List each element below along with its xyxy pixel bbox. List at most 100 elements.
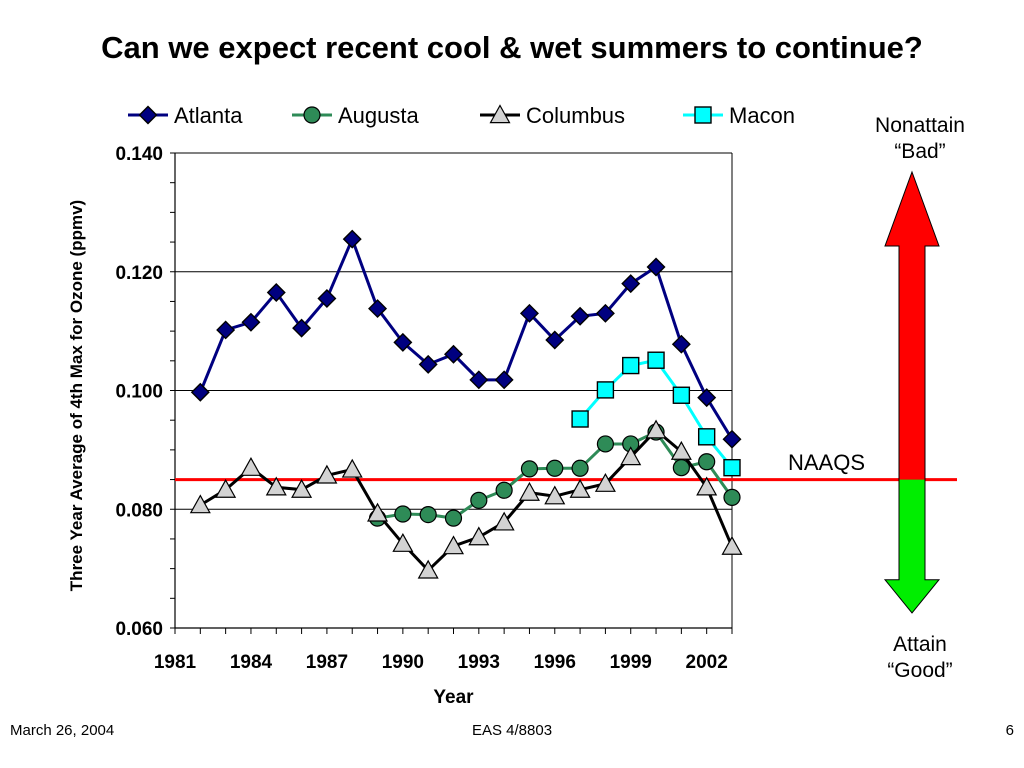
series-columbus xyxy=(189,419,743,579)
attain-label-line1: Attain xyxy=(893,633,947,656)
data-point-augusta xyxy=(698,453,716,471)
data-point-macon xyxy=(596,381,615,399)
data-point-augusta xyxy=(596,435,615,453)
data-point-atlanta xyxy=(444,344,463,364)
legend-marker-augusta xyxy=(303,106,321,124)
x-axis-title: Year xyxy=(433,687,474,708)
series-atlanta xyxy=(190,229,742,449)
legend-item-atlanta: Atlanta xyxy=(128,103,243,128)
y-tick-label: 0.100 xyxy=(115,382,163,403)
x-tick-label: 1984 xyxy=(230,652,273,673)
y-tick-label: 0.060 xyxy=(115,619,163,640)
x-tick-label: 1999 xyxy=(610,652,652,673)
x-tick-label: 2002 xyxy=(686,652,728,673)
arrow-good-half xyxy=(885,479,939,613)
legend-marker-atlanta xyxy=(138,105,158,125)
data-point-columbus xyxy=(696,476,718,496)
data-point-atlanta xyxy=(469,370,489,390)
data-point-columbus xyxy=(493,511,515,531)
nonattain-label: Nonattain “Bad” xyxy=(850,113,990,165)
data-point-macon xyxy=(571,410,589,428)
data-point-atlanta xyxy=(241,312,261,332)
data-point-augusta xyxy=(419,505,437,524)
data-point-atlanta xyxy=(494,370,514,390)
legend-marker-macon xyxy=(694,106,712,124)
data-point-atlanta xyxy=(216,320,236,340)
arrow-outline xyxy=(883,170,941,614)
data-point-columbus xyxy=(189,494,211,514)
y-axis-title: Three Year Average of 4th Max for Ozone … xyxy=(67,200,86,591)
series-macon xyxy=(571,351,741,477)
chart-legend: Atlanta Augusta Columbus Macon xyxy=(128,103,795,128)
data-point-atlanta xyxy=(671,334,691,354)
data-point-columbus xyxy=(594,472,616,492)
data-point-augusta xyxy=(444,509,463,527)
legend-item-augusta: Augusta xyxy=(292,103,419,128)
data-point-augusta xyxy=(546,459,564,477)
data-point-columbus xyxy=(392,532,414,552)
data-point-atlanta xyxy=(317,288,337,308)
data-point-macon xyxy=(622,356,640,375)
data-point-atlanta xyxy=(292,318,312,338)
attain-label: Attain “Good” xyxy=(850,632,990,684)
legend-label-macon: Macon xyxy=(729,103,795,128)
data-point-columbus xyxy=(291,478,313,498)
data-point-columbus xyxy=(468,526,490,546)
data-point-augusta xyxy=(723,488,741,506)
naaqs-label: NAAQS xyxy=(788,450,866,475)
legend-item-columbus: Columbus xyxy=(480,103,625,128)
data-point-columbus xyxy=(367,502,389,522)
legend-item-macon: Macon xyxy=(683,103,795,128)
data-point-columbus xyxy=(215,478,237,498)
data-point-atlanta xyxy=(595,303,615,323)
data-point-atlanta xyxy=(368,299,388,319)
data-point-columbus xyxy=(316,464,338,484)
x-tick-label: 1981 xyxy=(154,652,197,673)
data-point-columbus xyxy=(417,559,439,579)
data-point-augusta xyxy=(470,491,488,509)
y-tick-label: 0.120 xyxy=(115,263,163,284)
data-point-columbus xyxy=(341,458,363,478)
data-point-macon xyxy=(672,386,691,404)
data-point-columbus xyxy=(620,446,642,466)
data-point-columbus xyxy=(442,535,465,555)
data-point-columbus xyxy=(721,535,743,555)
series-augusta xyxy=(368,423,741,527)
x-tick-label: 1993 xyxy=(458,652,500,673)
data-point-augusta xyxy=(520,460,539,478)
attain-label-line2: “Good” xyxy=(887,659,953,682)
data-point-atlanta xyxy=(266,283,286,303)
data-point-columbus xyxy=(544,485,566,505)
data-point-atlanta xyxy=(570,306,590,326)
attainment-arrow xyxy=(883,170,941,614)
data-point-atlanta xyxy=(621,274,641,294)
data-point-columbus xyxy=(518,481,540,501)
data-point-atlanta xyxy=(722,429,742,449)
series-line-atlanta xyxy=(198,235,734,440)
nonattain-label-line1: Nonattain xyxy=(875,114,965,137)
data-point-macon xyxy=(647,351,665,369)
data-point-columbus xyxy=(265,476,287,496)
arrow-bad-half xyxy=(885,172,939,480)
data-point-atlanta xyxy=(393,332,413,352)
chart-axes: 0.060 0.080 0.100 0.120 0.140 1981 1984 1987 199… xyxy=(67,144,733,708)
footer-page-number: 6 xyxy=(1005,722,1014,739)
legend-label-augusta: Augusta xyxy=(338,103,419,128)
data-point-atlanta xyxy=(418,354,438,374)
grid-lines xyxy=(175,152,732,510)
legend-marker-columbus xyxy=(489,104,511,124)
x-tick-label: 1996 xyxy=(534,652,576,673)
data-point-atlanta xyxy=(519,303,539,323)
data-point-columbus xyxy=(670,440,692,460)
footer-date: March 26, 2004 xyxy=(10,722,115,739)
data-point-atlanta xyxy=(545,330,565,350)
x-tick-label: 1990 xyxy=(382,652,424,673)
data-point-atlanta xyxy=(190,382,210,402)
data-point-macon xyxy=(723,458,741,477)
data-point-columbus xyxy=(569,478,591,498)
legend-label-atlanta: Atlanta xyxy=(174,103,243,128)
data-point-macon xyxy=(697,428,716,446)
legend-label-columbus: Columbus xyxy=(526,103,625,128)
data-point-atlanta xyxy=(697,388,717,408)
